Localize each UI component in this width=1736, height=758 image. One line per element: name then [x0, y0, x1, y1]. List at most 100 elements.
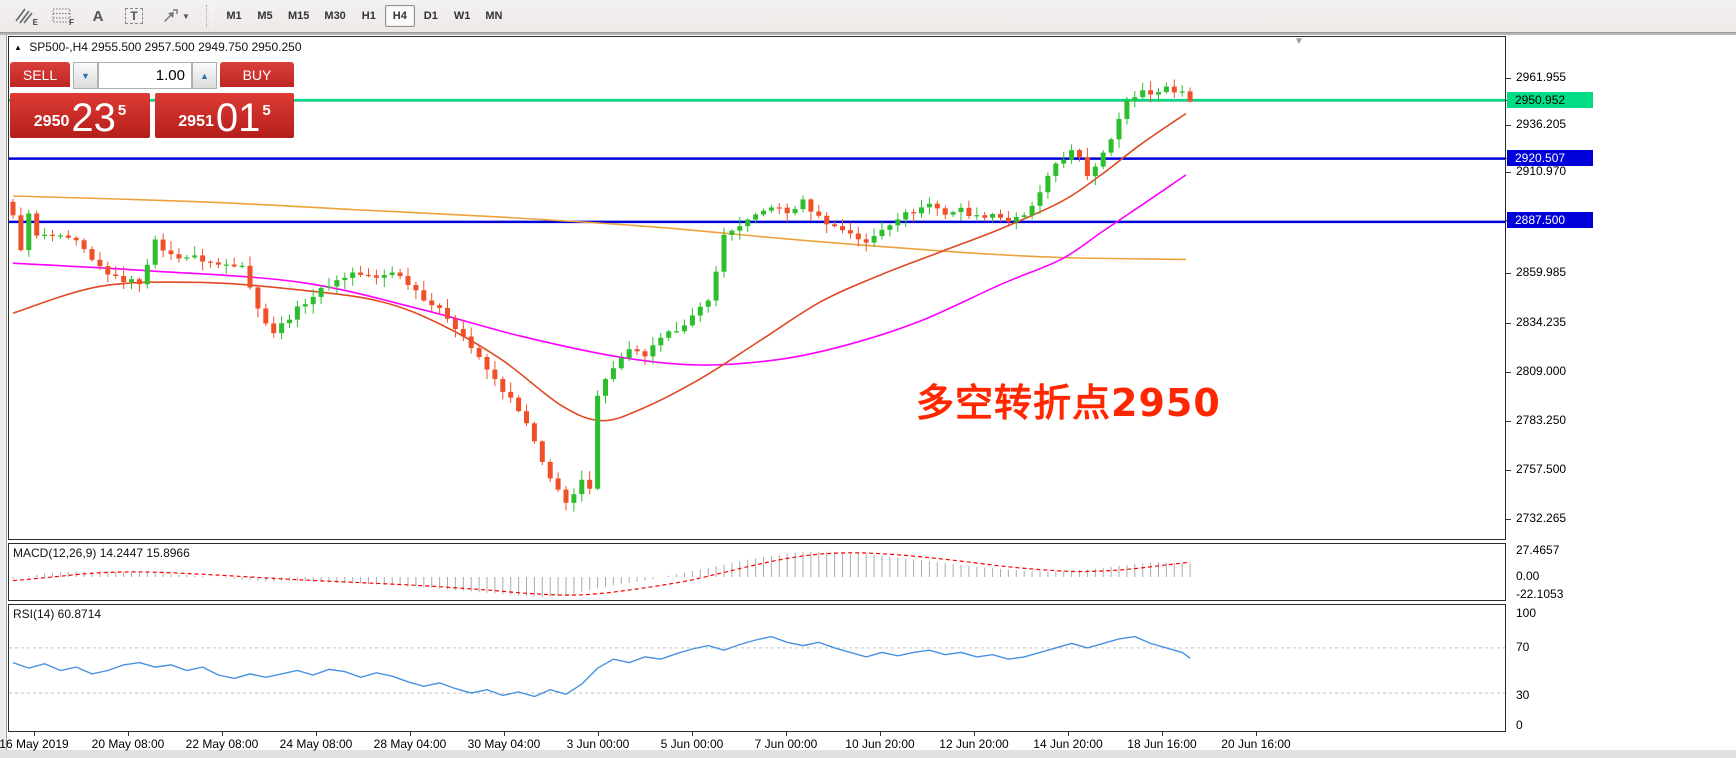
indicator-axis-label: 27.4657: [1516, 543, 1560, 557]
price-axis-label: 2910.970: [1516, 164, 1567, 178]
time-axis-label: 10 Jun 20:00: [845, 737, 915, 751]
time-axis-tick: [222, 732, 223, 736]
time-axis-label: 22 May 08:00: [185, 737, 259, 751]
volume-increase-button[interactable]: ▲: [192, 62, 217, 89]
price-axis-label: 2809.000: [1516, 364, 1567, 378]
toolbar-separator: [206, 5, 213, 27]
price-axis-tick: [1506, 519, 1511, 520]
timeframe-m15[interactable]: M15: [288, 10, 310, 22]
price-axis-label: 2834.235: [1516, 315, 1567, 329]
volume-decrease-button[interactable]: ▼: [73, 62, 98, 89]
time-axis-tick: [316, 732, 317, 736]
indicator-axis-label: 70: [1516, 640, 1530, 654]
indicator-axis-label: 100: [1516, 606, 1537, 620]
timeframe-group: M1 M5 M15 M30 H1 H4 D1 W1 MN: [219, 5, 510, 27]
one-click-trade-panel: SELL ▼ ▲ BUY 2950 23 5 2951 01 5: [10, 62, 294, 140]
draw-tool-badge: E: [32, 18, 38, 27]
time-axis-label: 20 Jun 16:00: [1221, 737, 1291, 751]
timeframe-m1[interactable]: M1: [226, 10, 242, 22]
window-bottom-strip: [0, 750, 1736, 758]
window-top-edge: [0, 33, 1736, 35]
price-axis-label: 2757.500: [1516, 462, 1567, 476]
timeframe-h1[interactable]: H1: [361, 10, 376, 22]
time-axis-label: 30 May 04:00: [467, 737, 541, 751]
arrows-dropdown-caret-icon: ▼: [182, 11, 190, 21]
time-axis-tick: [34, 732, 35, 736]
buy-button[interactable]: BUY: [220, 62, 294, 89]
indicator-axis-label: 0.00: [1516, 569, 1540, 583]
time-axis-label: 7 Jun 00:00: [754, 737, 818, 751]
grid-tool-badge: F: [69, 18, 74, 27]
time-axis-label: 12 Jun 20:00: [939, 737, 1009, 751]
buy-price-quote[interactable]: 2951 01 5: [155, 93, 294, 140]
candlestick-chart[interactable]: [9, 37, 1505, 539]
timeframe-m5[interactable]: M5: [257, 10, 273, 22]
price-chart-panel[interactable]: [8, 36, 1506, 540]
time-axis-tick: [786, 732, 787, 736]
toolbar: E F A T ▼ M1 M5 M15 M30 H1 H4 D1 W1 MN: [0, 0, 1736, 33]
time-axis-label: 18 Jun 16:00: [1127, 737, 1197, 751]
sell-price-big-digits: 23: [71, 96, 116, 140]
timeframe-h4[interactable]: H4: [384, 5, 415, 27]
symbol-header: ▲ SP500-,H4 2955.500 2957.500 2949.750 2…: [14, 40, 302, 54]
price-level-label-2887.500: 2887.500: [1507, 212, 1593, 228]
rsi-panel[interactable]: [8, 604, 1506, 732]
macd-panel[interactable]: [8, 543, 1506, 601]
window-left-edge: [6, 35, 7, 750]
sell-button[interactable]: SELL: [10, 62, 70, 89]
price-axis-label: 2859.985: [1516, 265, 1567, 279]
time-axis-tick: [692, 732, 693, 736]
volume-up-icon: ▲: [200, 70, 209, 81]
draw-lines-tool-button[interactable]: E: [10, 3, 42, 29]
time-axis-label: 3 Jun 00:00: [566, 737, 630, 751]
macd-indicator-label: MACD(12,26,9) 14.2447 15.8966: [13, 546, 190, 560]
price-axis-tick: [1506, 172, 1511, 173]
time-axis-tick: [974, 732, 975, 736]
macd-chart[interactable]: [9, 544, 1505, 600]
time-axis-tick: [1068, 732, 1069, 736]
scroll-position-marker-icon: ▼: [1294, 36, 1304, 47]
time-axis-label: 28 May 04:00: [373, 737, 447, 751]
price-axis-tick: [1506, 470, 1511, 471]
buy-price-big-digits: 01: [215, 96, 261, 140]
price-axis-label: 2961.955: [1516, 70, 1567, 84]
timeframe-m30[interactable]: M30: [324, 10, 346, 22]
time-axis-tick: [880, 732, 881, 736]
price-axis-label: 2783.250: [1516, 413, 1567, 427]
indicator-axis-label: -22.1053: [1516, 587, 1564, 601]
time-axis-label: 5 Jun 00:00: [660, 737, 724, 751]
text-tool-button[interactable]: T: [118, 3, 150, 29]
rsi-indicator-label: RSI(14) 60.8714: [13, 607, 102, 621]
rsi-chart[interactable]: [9, 605, 1505, 731]
buy-price-pip-fraction: 5: [262, 102, 271, 119]
price-axis-tick: [1506, 78, 1511, 79]
time-axis-tick: [1162, 732, 1163, 736]
arrows-tool-button[interactable]: ▼: [154, 3, 196, 29]
time-axis-label: 20 May 08:00: [91, 737, 165, 751]
time-axis-tick: [504, 732, 505, 736]
price-axis-tick: [1506, 372, 1511, 373]
price-axis-label: 2732.265: [1516, 511, 1567, 525]
price-axis-tick: [1506, 421, 1511, 422]
label-tool-button[interactable]: A: [82, 3, 114, 29]
price-level-label-2920.507: 2920.507: [1507, 150, 1593, 166]
timeframe-mn[interactable]: MN: [485, 10, 503, 22]
label-tool-glyph: A: [92, 7, 104, 25]
text-tool-glyph: T: [125, 8, 143, 24]
symbol-ohlc-text: SP500-,H4 2955.500 2957.500 2949.750 295…: [29, 40, 302, 54]
time-axis-tick: [598, 732, 599, 736]
timeframe-w1[interactable]: W1: [453, 10, 471, 22]
time-axis-label: 24 May 08:00: [279, 737, 353, 751]
timeframe-d1[interactable]: D1: [423, 10, 438, 22]
sell-price-prefix: 2950: [33, 113, 70, 130]
volume-input[interactable]: [98, 62, 192, 89]
sell-price-quote[interactable]: 2950 23 5: [10, 93, 150, 140]
time-axis-tick: [128, 732, 129, 736]
expand-triangle-icon[interactable]: ▲: [14, 43, 22, 52]
time-axis-label: 14 Jun 20:00: [1033, 737, 1103, 751]
fibonacci-grid-tool-button[interactable]: F: [46, 3, 78, 29]
price-axis-label: 2936.205: [1516, 117, 1567, 131]
volume-down-icon: ▼: [81, 70, 90, 81]
time-axis-tick: [1256, 732, 1257, 736]
